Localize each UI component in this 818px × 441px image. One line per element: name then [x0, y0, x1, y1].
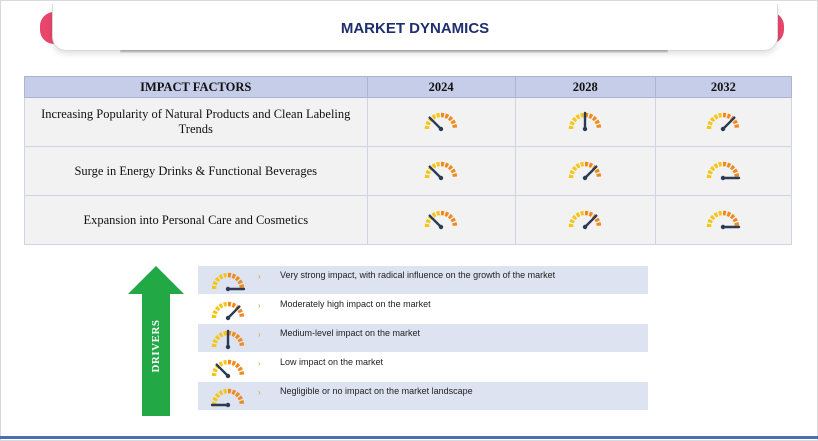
table-row: Surge in Energy Drinks & Functional Beve…	[25, 147, 792, 196]
legend-row: › Negligible or no impact on the market …	[198, 382, 648, 410]
gauge-arc	[585, 115, 599, 129]
legend-row: › Very strong impact, with radical influ…	[198, 266, 648, 294]
header-year-3: 2032	[655, 77, 791, 98]
gauge-arc	[723, 164, 737, 178]
chevron-right-icon: ›	[258, 272, 261, 281]
gauge-cell	[655, 147, 791, 196]
gauge-icon	[701, 206, 745, 230]
gauge-needle	[217, 365, 228, 376]
chevron-right-icon: ›	[258, 301, 261, 310]
gauge-arc	[709, 115, 723, 129]
gauge-hub	[583, 224, 587, 228]
header-impact-factors: IMPACT FACTORS	[25, 77, 368, 98]
gauge-hub	[721, 175, 725, 179]
gauge-icon	[701, 157, 745, 181]
gauge-icon	[206, 383, 250, 409]
factor-cell: Surge in Energy Drinks & Functional Beve…	[25, 147, 368, 196]
gauge-hub	[583, 126, 587, 130]
gauge-cell	[655, 98, 791, 147]
gauge-cell	[655, 196, 791, 245]
chevron-right-icon: ›	[258, 388, 261, 397]
gauge-arc	[441, 115, 455, 129]
legend-text: Low impact on the market	[280, 357, 383, 367]
gauge-hub	[226, 287, 230, 291]
gauge-hub	[439, 175, 443, 179]
gauge-cell	[515, 147, 655, 196]
gauge-icon	[563, 157, 607, 181]
drivers-label: DRIVERS	[150, 319, 162, 372]
gauge-needle	[585, 166, 596, 177]
gauge-arc	[228, 333, 242, 347]
gauge-hub	[583, 175, 587, 179]
factor-cell: Increasing Popularity of Natural Product…	[25, 98, 368, 147]
gauge-arc	[228, 362, 242, 376]
gauge-hub	[226, 374, 230, 378]
chevron-right-icon: ›	[258, 359, 261, 368]
title-box: MARKET DYNAMICS	[52, 4, 778, 51]
gauge-arc	[709, 213, 723, 227]
gauge-arc	[214, 333, 228, 347]
gauge-cell	[367, 147, 515, 196]
table-header-row: IMPACT FACTORS 2024 2028 2032	[25, 77, 792, 98]
gauge-icon	[563, 206, 607, 230]
legend-row: › Moderately high impact on the market	[198, 295, 648, 323]
gauge-arc	[214, 304, 228, 318]
gauge-cell	[367, 196, 515, 245]
gauge-hub	[439, 224, 443, 228]
gauge-arc	[571, 164, 585, 178]
table-row: Expansion into Personal Care and Cosmeti…	[25, 196, 792, 245]
gauge-icon	[419, 157, 463, 181]
gauge-hub	[721, 224, 725, 228]
gauge-needle	[723, 117, 734, 128]
gauge-hub	[721, 126, 725, 130]
factor-cell: Expansion into Personal Care and Cosmeti…	[25, 196, 368, 245]
legend-row: › Medium-level impact on the market	[198, 324, 648, 352]
gauge-icon	[206, 325, 250, 351]
gauge-arc	[709, 164, 723, 178]
gauge-arc	[228, 391, 242, 405]
gauge-arc	[571, 115, 585, 129]
title-underline	[120, 50, 668, 53]
gauge-hub	[226, 345, 230, 349]
legend-text: Moderately high impact on the market	[280, 299, 431, 309]
gauge-icon	[701, 108, 745, 132]
gauge-needle	[430, 117, 441, 128]
legend-text: Very strong impact, with radical influen…	[280, 270, 555, 280]
gauge-arc	[723, 213, 737, 227]
bottom-rule	[0, 436, 818, 439]
header-year-2: 2028	[515, 77, 655, 98]
impact-table: IMPACT FACTORS 2024 2028 2032 Increasing…	[24, 76, 792, 245]
gauge-icon	[563, 108, 607, 132]
gauge-arc	[571, 213, 585, 227]
chevron-right-icon: ›	[258, 330, 261, 339]
gauge-icon	[419, 206, 463, 230]
gauge-arc	[228, 275, 242, 289]
gauge-arc	[441, 213, 455, 227]
gauge-needle	[228, 307, 239, 318]
gauge-icon	[419, 108, 463, 132]
gauge-needle	[430, 215, 441, 226]
header-year-1: 2024	[367, 77, 515, 98]
gauge-needle	[585, 215, 596, 226]
gauge-arc	[441, 164, 455, 178]
legend-text: Negligible or no impact on the market la…	[280, 386, 473, 396]
gauge-icon	[206, 296, 250, 322]
gauge-icon	[206, 354, 250, 380]
legend-text: Medium-level impact on the market	[280, 328, 420, 338]
gauge-icon	[206, 267, 250, 293]
gauge-hub	[439, 126, 443, 130]
gauge-cell	[515, 196, 655, 245]
legend-row: › Low impact on the market	[198, 353, 648, 381]
gauge-needle	[430, 166, 441, 177]
gauge-arc	[214, 275, 228, 289]
gauge-hub	[226, 316, 230, 320]
gauge-cell	[515, 98, 655, 147]
table-row: Increasing Popularity of Natural Product…	[25, 98, 792, 147]
gauge-cell	[367, 98, 515, 147]
gauge-arc	[214, 391, 228, 405]
page-title: MARKET DYNAMICS	[53, 20, 777, 37]
gauge-hub	[226, 403, 230, 407]
